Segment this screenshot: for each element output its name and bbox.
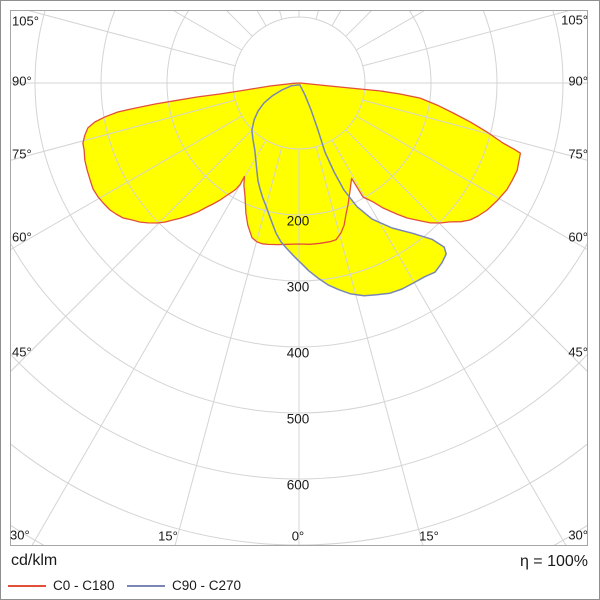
ring-label-200: 200 — [287, 214, 310, 229]
legend-label-c0-c180: C0 - C180 — [53, 578, 115, 593]
ring-label-500: 500 — [287, 412, 310, 427]
ring-label-400: 400 — [287, 346, 310, 361]
angle-label-90deg: 90° — [568, 74, 588, 89]
grid-ring-700 — [10, 443, 588, 546]
unit-label: cd/klm — [11, 552, 58, 569]
angle-label-15deg: 15° — [158, 529, 178, 544]
grid-radial-30 — [331, 139, 567, 546]
curve-c0-c180 — [82, 82, 522, 246]
angle-label-90deg: 90° — [12, 74, 32, 89]
beam-fill-group — [82, 83, 521, 296]
grid-radial-75 — [362, 99, 588, 161]
angle-label-60deg: 60° — [12, 230, 32, 245]
angle-label-60deg: 60° — [568, 230, 588, 245]
angle-label-105deg: 105° — [561, 13, 588, 28]
angle-label-105deg: 105° — [12, 14, 39, 29]
grid-radial-45 — [345, 129, 588, 373]
plot-frame — [10, 10, 588, 546]
grid-radial-60 — [355, 115, 588, 251]
angle-label-75deg: 75° — [568, 147, 588, 162]
legend-label-c90-c270: C90 - C270 — [172, 578, 242, 593]
angle-label-30deg: 30° — [10, 528, 30, 543]
legend-line-red — [8, 584, 46, 587]
grid-radial-30 — [31, 139, 267, 546]
grid-radial-60 — [10, 115, 243, 251]
legend-item-c90-c270: C90 - C270 — [127, 578, 241, 593]
curve-c90-c270 — [251, 84, 447, 297]
angle-label-30deg: 30° — [568, 528, 588, 543]
grid-radial-15 — [174, 146, 283, 546]
legend-line-blue — [127, 584, 165, 587]
grid-radial-45 — [10, 129, 253, 373]
angle-label-45deg: 45° — [568, 345, 588, 360]
angle-label-0deg: 0° — [292, 529, 304, 544]
legend-item-c0-c180: C0 - C180 — [8, 578, 115, 593]
angle-label-45deg: 45° — [12, 345, 32, 360]
ring-label-600: 600 — [287, 478, 310, 493]
efficiency-label: η = 100% — [519, 553, 588, 570]
grid-radial-75 — [10, 99, 236, 161]
beam-fill-c90-c270 — [251, 84, 447, 296]
grid-radial-15 — [315, 146, 424, 546]
angle-label-75deg: 75° — [12, 147, 32, 162]
grid-radial-150 — [256, 10, 267, 27]
ring-label-300: 300 — [287, 280, 310, 295]
angle-label-15deg: 15° — [419, 529, 439, 544]
grid-radial-105 — [362, 10, 572, 67]
grid-radial-105 — [26, 10, 236, 67]
